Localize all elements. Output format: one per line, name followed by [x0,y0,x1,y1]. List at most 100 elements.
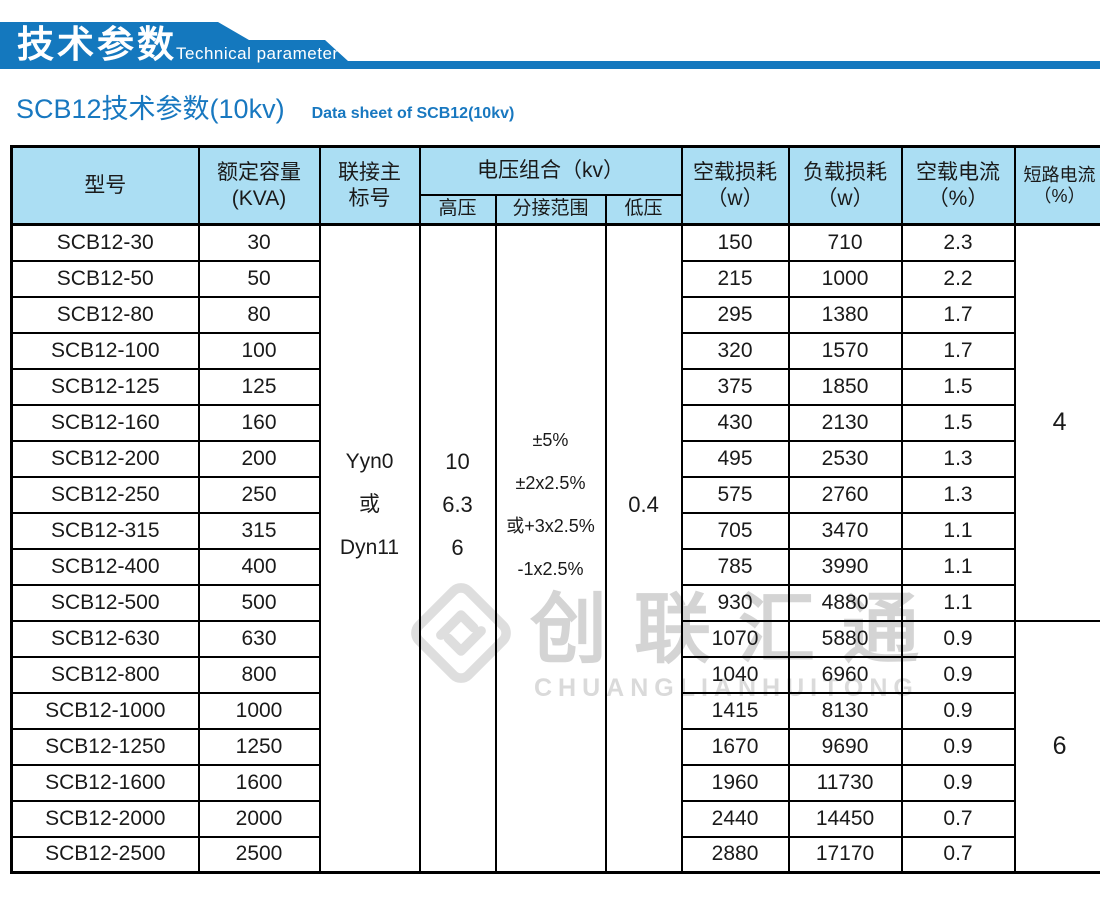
high-voltage-cell: 10 6.3 6 [418,223,497,874]
load-loss-cell: 6960 [787,655,903,694]
page-subtitle: Data sheet of SCB12(10kv) [311,105,515,122]
vector-group-cell: Yyn0 或 Dyn11 [318,223,421,874]
col-header-high-voltage: 高压 [418,193,497,226]
capacity-cell: 1000 [197,691,321,730]
model-cell: SCB12-2500 [10,835,200,874]
no-load-current-cell: 1.1 [900,547,1016,586]
load-loss-cell: 9690 [787,727,903,766]
table-row: SCB12-80 80 295 1380 1.7 [10,295,1100,334]
load-loss-cell: 8130 [787,691,903,730]
no-load-current-cell: 1.1 [900,511,1016,550]
capacity-cell: 315 [197,511,321,550]
model-cell: SCB12-400 [10,547,200,586]
tapping-range-cell: ±5% ±2x2.5% 或+3x2.5% -1x2.5% [494,223,607,874]
model-cell: SCB12-80 [10,295,200,334]
col-header-no-load-current: 空载电流 （%） [900,145,1016,226]
col-header-vector-group: 联接主 标号 [318,145,421,226]
no-load-loss-cell: 2440 [680,799,790,838]
model-cell: SCB12-200 [10,439,200,478]
load-loss-cell: 14450 [787,799,903,838]
no-load-current-cell: 1.5 [900,367,1016,406]
no-load-current-cell: 2.2 [900,259,1016,298]
table-row: SCB12-250 250 575 2760 1.3 [10,475,1100,514]
parameters-table: 型号 额定容量 (KVA) 联接主 标号 电压组合（kv） 空载损耗 （w） [10,145,1100,874]
table-row: SCB12-200 200 495 2530 1.3 [10,439,1100,478]
header-row-main: 型号 额定容量 (KVA) 联接主 标号 电压组合（kv） 空载损耗 （w） [10,145,1100,226]
no-load-loss-cell: 320 [680,331,790,370]
load-loss-cell: 3990 [787,547,903,586]
col-header-model: 型号 [10,145,200,226]
banner-subtitle: Technical parameter [176,44,339,63]
banner-title: 技术参数 [17,24,177,65]
no-load-loss-cell: 295 [680,295,790,334]
model-cell: SCB12-315 [10,511,200,550]
no-load-current-cell: 1.7 [900,295,1016,334]
page-title: SCB12技术参数(10kv) [16,94,285,124]
load-loss-cell: 1850 [787,367,903,406]
load-loss-cell: 710 [787,223,903,262]
no-load-current-cell: 1.7 [900,331,1016,370]
load-loss-cell: 1000 [787,259,903,298]
model-cell: SCB12-1250 [10,727,200,766]
load-loss-cell: 5880 [787,619,903,658]
no-load-loss-cell: 150 [680,223,790,262]
model-cell: SCB12-100 [10,331,200,370]
capacity-cell: 400 [197,547,321,586]
capacity-cell: 630 [197,619,321,658]
capacity-cell: 1600 [197,763,321,802]
capacity-cell: 200 [197,439,321,478]
load-loss-cell: 1570 [787,331,903,370]
short-circuit-current-cell: 6 [1013,619,1100,874]
no-load-loss-cell: 495 [680,439,790,478]
table-row: SCB12-1250 1250 1670 9690 0.9 [10,727,1100,766]
capacity-cell: 2500 [197,835,321,874]
no-load-current-cell: 1.3 [900,475,1016,514]
capacity-cell: 2000 [197,799,321,838]
col-header-load-loss: 负载损耗 （w） [787,145,903,226]
table-row: SCB12-160 160 430 2130 1.5 [10,403,1100,442]
no-load-loss-cell: 1070 [680,619,790,658]
no-load-loss-cell: 1960 [680,763,790,802]
no-load-loss-cell: 2880 [680,835,790,874]
capacity-cell: 80 [197,295,321,334]
no-load-loss-cell: 430 [680,403,790,442]
low-voltage-cell: 0.4 [604,223,683,874]
no-load-current-cell: 0.9 [900,619,1016,658]
no-load-current-cell: 1.1 [900,583,1016,622]
no-load-loss-cell: 705 [680,511,790,550]
no-load-loss-cell: 930 [680,583,790,622]
no-load-current-cell: 1.5 [900,403,1016,442]
model-cell: SCB12-800 [10,655,200,694]
no-load-loss-cell: 375 [680,367,790,406]
model-cell: SCB12-160 [10,403,200,442]
col-header-no-load-loss: 空载损耗 （w） [680,145,790,226]
model-cell: SCB12-500 [10,583,200,622]
no-load-loss-cell: 1670 [680,727,790,766]
model-cell: SCB12-630 [10,619,200,658]
table-row: SCB12-800 800 1040 6960 0.9 [10,655,1100,694]
parameters-table-wrap: 型号 额定容量 (KVA) 联接主 标号 电压组合（kv） 空载损耗 （w） [10,145,1100,874]
model-cell: SCB12-1600 [10,763,200,802]
table-row: SCB12-1600 1600 1960 11730 0.9 [10,763,1100,802]
capacity-cell: 50 [197,259,321,298]
capacity-cell: 30 [197,223,321,262]
table-row: SCB12-50 50 215 1000 2.2 [10,259,1100,298]
header-row-sub: 高压 分接范围 低压 [12,193,1100,226]
model-cell: SCB12-250 [10,475,200,514]
capacity-cell: 250 [197,475,321,514]
load-loss-cell: 2130 [787,403,903,442]
table-body: SCB12-30 30 Yyn0 或 Dyn11 10 6.3 6 ±5% ±2x2.5% 或+3x… [10,223,1100,874]
col-header-tapping-range: 分接范围 [494,193,607,226]
table-row: SCB12-400 400 785 3990 1.1 [10,547,1100,586]
model-cell: SCB12-2000 [10,799,200,838]
table-row: SCB12-100 100 320 1570 1.7 [10,331,1100,370]
no-load-current-cell: 0.9 [900,763,1016,802]
col-header-capacity: 额定容量 (KVA) [197,145,321,226]
no-load-current-cell: 0.9 [900,655,1016,694]
col-header-voltage-combination: 电压组合（kv） [418,145,683,196]
col-header-short-circuit-current: 短路电流 （%） [1013,145,1100,226]
no-load-current-cell: 0.9 [900,727,1016,766]
load-loss-cell: 1380 [787,295,903,334]
table-row: SCB12-125 125 375 1850 1.5 [10,367,1100,406]
no-load-loss-cell: 785 [680,547,790,586]
